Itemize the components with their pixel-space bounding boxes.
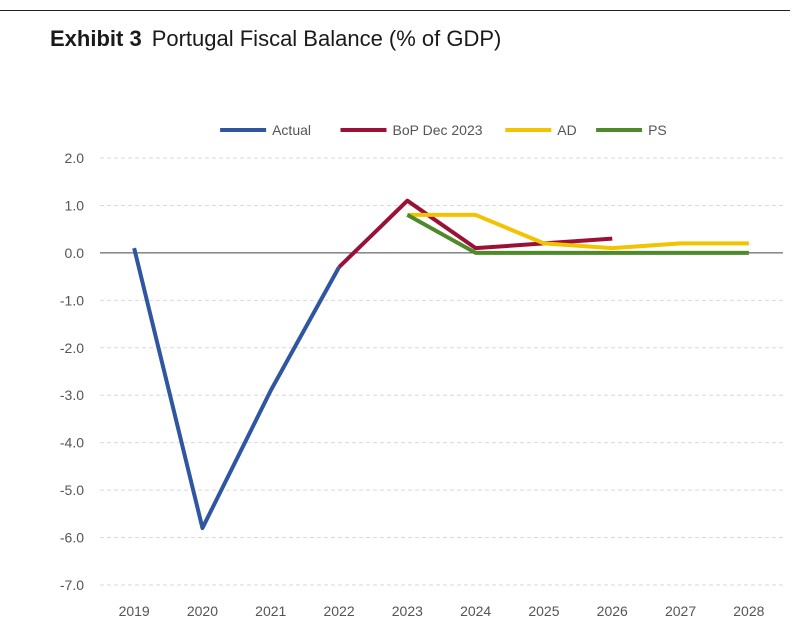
y-tick-label: -5.0: [60, 482, 84, 498]
series-line-ps: [406, 213, 749, 255]
y-tick-label: -4.0: [60, 435, 84, 451]
x-tick-label: 2019: [119, 603, 150, 619]
y-tick-label: 2.0: [65, 150, 85, 166]
series-line-ad: [407, 212, 749, 251]
y-tick-label: -6.0: [60, 530, 84, 546]
y-tick-label: -7.0: [60, 577, 84, 593]
x-tick-label: 2025: [528, 603, 559, 619]
x-tick-label: 2027: [665, 603, 696, 619]
x-tick-label: 2026: [597, 603, 628, 619]
y-tick-label: -2.0: [60, 340, 84, 356]
x-tick-label: 2020: [187, 603, 218, 619]
legend-label-ps: PS: [648, 122, 667, 138]
chart-title: Portugal Fiscal Balance (% of GDP): [151, 26, 502, 51]
series-line-bop-dec-2023: [337, 198, 613, 269]
y-tick-label: 0.0: [65, 245, 85, 261]
top-rule: [0, 10, 790, 11]
series-line-actual: [132, 247, 341, 531]
legend-label-bop-dec-2023: BoP Dec 2023: [393, 122, 483, 138]
exhibit-header: Exhibit 3 Portugal Fiscal Balance (% of G…: [50, 26, 501, 52]
x-tick-label: 2028: [733, 603, 764, 619]
x-tick-label: 2021: [255, 603, 286, 619]
y-tick-label: 1.0: [65, 197, 85, 213]
x-tick-label: 2022: [323, 603, 354, 619]
y-tick-label: -3.0: [60, 387, 84, 403]
exhibit-label: Exhibit 3: [50, 26, 142, 51]
y-tick-label: -1.0: [60, 292, 84, 308]
x-tick-label: 2024: [460, 603, 491, 619]
x-tick-label: 2023: [392, 603, 423, 619]
legend-label-actual: Actual: [272, 122, 311, 138]
legend-label-ad: AD: [557, 122, 576, 138]
